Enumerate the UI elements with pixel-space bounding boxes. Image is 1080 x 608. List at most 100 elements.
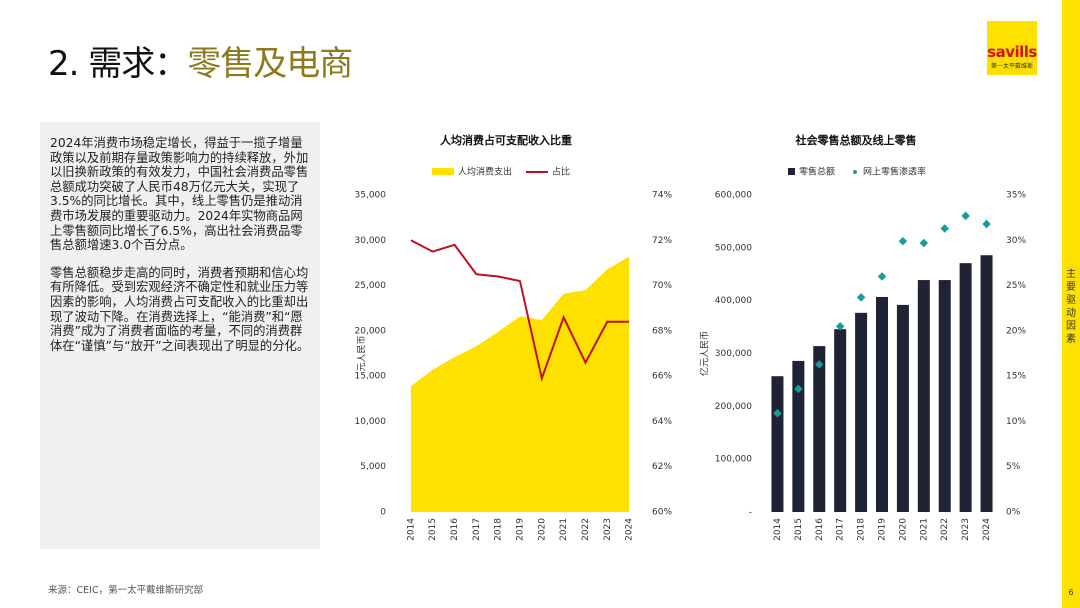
paragraph: 2024年消费市场稳定增长，得益于一揽子增量政策以及前期存量政策影响力的持续释放…	[50, 136, 309, 253]
tick-label: 20,000	[355, 326, 387, 336]
x-tick-label: 2015	[794, 518, 804, 541]
legend-swatch	[853, 170, 857, 174]
tick-label: 62%	[652, 462, 672, 472]
tick-label: 60%	[652, 508, 672, 518]
x-tick-label: 2014	[773, 518, 783, 541]
bar	[959, 263, 972, 512]
tick-label: 70%	[652, 281, 672, 291]
point	[794, 384, 803, 394]
tick-label: 10%	[1006, 417, 1026, 427]
point	[982, 219, 991, 229]
tick-label: 600,000	[715, 191, 752, 201]
x-tick-label: 2023	[603, 518, 613, 541]
point	[835, 322, 845, 331]
point	[815, 360, 824, 369]
tick-label: 5%	[1006, 462, 1021, 472]
point	[856, 293, 866, 302]
legend-swatch	[432, 168, 454, 175]
tick-label: 64%	[652, 417, 672, 427]
bar	[771, 376, 784, 512]
x-tick-label: 2017	[472, 518, 482, 541]
point	[773, 409, 782, 418]
tick-label: 35%	[1006, 191, 1026, 201]
bar	[896, 304, 909, 512]
side-label: 主要驱动因素	[1066, 269, 1076, 345]
x-tick-label: 2020	[537, 518, 547, 541]
x-tick-label: 2022	[581, 518, 591, 541]
x-tick-label: 2019	[516, 518, 526, 541]
paragraph: 零售总额稳步走高的同时，消费者预期和信心均有所降低。受到宏观经济不确定性和就业压…	[50, 265, 310, 353]
tick-label: 15,000	[355, 372, 387, 382]
tick-label: 25%	[1006, 281, 1026, 291]
tick-label: 35,000	[355, 191, 387, 201]
bar	[855, 312, 868, 512]
page-number: 6	[1068, 588, 1074, 597]
line	[410, 239, 630, 382]
legend-label: 占比	[552, 166, 570, 178]
tick-label: 30,000	[355, 236, 387, 246]
x-tick-label: 2024	[625, 518, 635, 541]
tick-label: 500,000	[715, 243, 752, 253]
bar	[938, 280, 951, 512]
source: 来源：CEIC，第一太平戴维斯研究部	[48, 585, 204, 596]
bar	[813, 346, 826, 512]
bar	[876, 296, 888, 512]
tick-label: 72%	[652, 236, 672, 246]
area	[410, 256, 630, 512]
y-axis-label: 亿元人民币	[699, 331, 711, 376]
chart-title: 人均消费占可支配收入比重	[440, 133, 572, 147]
point	[877, 272, 887, 281]
x-tick-label: 2016	[815, 518, 825, 541]
tick-label: 25,000	[355, 281, 387, 291]
tick-label: 100,000	[715, 455, 752, 465]
bar	[834, 329, 847, 512]
bar	[917, 280, 930, 512]
tick-label: 300,000	[715, 349, 752, 359]
legend-label: 人均消费支出	[458, 166, 512, 178]
side-strip	[1062, 0, 1080, 608]
bar	[980, 255, 993, 513]
x-tick-label: 2021	[919, 518, 929, 541]
tick-label: 20%	[1006, 326, 1026, 336]
tick-label: 74%	[652, 191, 672, 201]
logo-subtext: 第一太平戴维斯	[990, 63, 1033, 70]
logo-text: savills	[987, 43, 1037, 61]
tick-label: 15%	[1006, 372, 1026, 382]
tick-label: 400,000	[715, 296, 752, 306]
logo: savills 第一太平戴维斯	[987, 21, 1037, 75]
legend-label: 零售总额	[799, 166, 835, 178]
point	[919, 238, 929, 248]
point	[940, 224, 949, 233]
tick-label: 0	[380, 508, 386, 518]
title-prefix: 2. 需求：	[48, 44, 188, 84]
tick-label: 66%	[652, 372, 672, 382]
tick-label: -	[749, 508, 752, 518]
bar	[792, 360, 805, 512]
x-tick-label: 2014	[406, 518, 416, 541]
x-tick-label: 2018	[857, 518, 867, 541]
x-tick-label: 2024	[982, 518, 992, 541]
tick-label: 68%	[652, 326, 672, 336]
x-tick-label: 2017	[836, 518, 846, 541]
title-highlight: 零售及电商	[187, 44, 353, 84]
text-box: 2024年消费市场稳定增长，得益于一揽子增量政策以及前期存量政策影响力的持续释放…	[40, 122, 320, 549]
tick-label: 5,000	[360, 462, 386, 472]
slide-title: 2. 需求：零售及电商	[48, 36, 353, 85]
x-tick-label: 2015	[428, 518, 438, 541]
x-tick-label: 2019	[878, 518, 888, 541]
tick-label: 10,000	[355, 417, 387, 427]
point	[961, 211, 970, 221]
legend-swatch	[788, 168, 795, 175]
x-tick-label: 2020	[898, 518, 908, 541]
x-tick-label: 2018	[494, 518, 504, 541]
y-axis-label: 元人民币	[357, 335, 368, 371]
legend-label: 网上零售渗透率	[863, 166, 926, 178]
x-tick-label: 2021	[559, 518, 569, 541]
tick-label: 30%	[1006, 236, 1026, 246]
tick-label: 0%	[1006, 508, 1021, 518]
tick-label: 200,000	[715, 402, 752, 412]
x-tick-label: 2016	[450, 518, 460, 541]
chart-title: 社会零售总额及线上零售	[795, 133, 917, 147]
